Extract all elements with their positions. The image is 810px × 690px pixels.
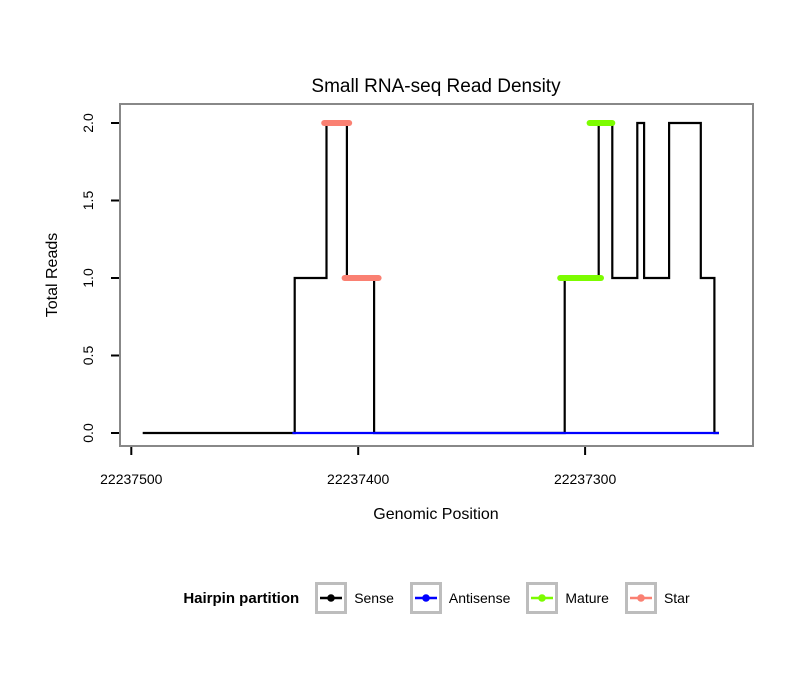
x-tick-label: 22237500	[100, 471, 163, 487]
legend-entry-sense: Sense	[315, 582, 394, 614]
legend-title: Hairpin partition	[183, 589, 300, 607]
legend-key-icon	[315, 582, 348, 614]
chart: Small RNA-seq Read Density Genomic Posit…	[44, 76, 754, 523]
plot-frame	[119, 103, 754, 447]
legend-entry-label: Star	[663, 590, 690, 606]
y-tick-label: 2.0	[80, 113, 96, 133]
legend-entry-label: Mature	[565, 590, 609, 606]
x-axis-label: Genomic Position	[373, 506, 498, 523]
legend-key-point	[637, 594, 645, 602]
chart-title: Small RNA-seq Read Density	[311, 76, 561, 97]
legend-key-icon	[624, 582, 657, 614]
y-axis-label: Total Reads	[44, 233, 61, 318]
y-tick-label: 1.5	[80, 191, 96, 211]
plot-area: 22237500 22237400 22237300 0.0 0.5 1.0 1.5 2.0	[80, 103, 754, 487]
legend-key-icon	[526, 582, 559, 614]
legend-entry-antisense: Antisense	[409, 582, 511, 614]
x-tick-label: 22237300	[554, 471, 617, 487]
x-tick-label: 22237400	[327, 471, 390, 487]
series-sense-line	[142, 121, 719, 435]
y-tick-label: 0.5	[80, 346, 96, 366]
legend-entries: Sense Antisense Mature Star	[315, 582, 690, 614]
legend-entry-label: Sense	[354, 590, 394, 606]
legend-key-point	[422, 594, 430, 602]
legend: Hairpin partition Sense Antisense Mature St…	[63, 580, 810, 616]
legend-key-point	[538, 594, 547, 602]
y-tick-label: 1.0	[80, 268, 96, 288]
legend-key-icon	[409, 582, 442, 614]
legend-entry-star: Star	[624, 582, 690, 614]
legend-entry-mature: Mature	[526, 582, 609, 614]
y-tick-label: 0.0	[80, 423, 96, 443]
legend-key-point	[327, 594, 335, 602]
legend-entry-label: Antisense	[448, 590, 511, 606]
